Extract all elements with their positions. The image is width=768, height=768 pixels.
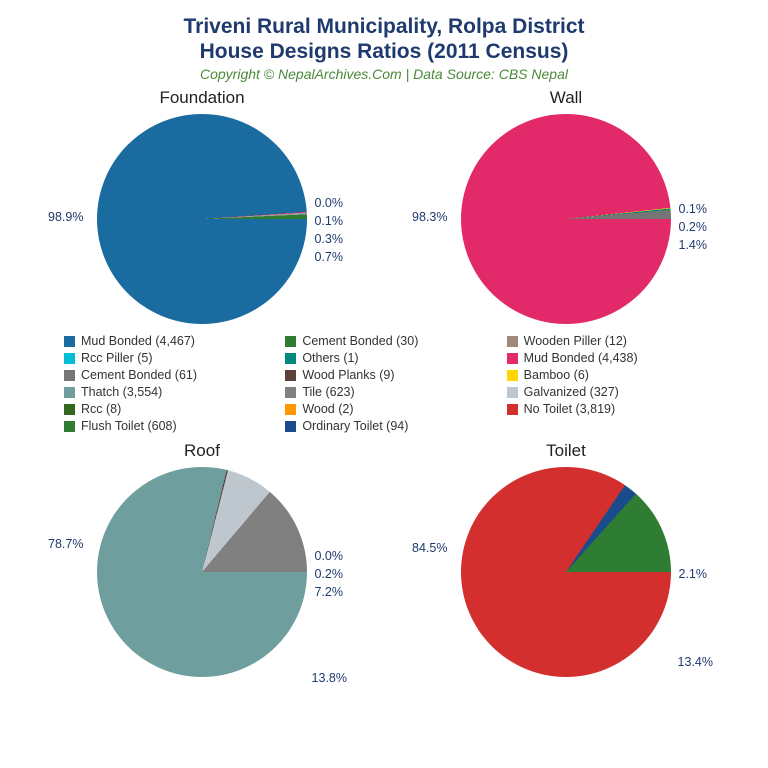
legend-text: Cement Bonded (30): [302, 334, 418, 348]
legend-column: Wooden Piller (12) Mud Bonded (4,438) Bamb…: [507, 334, 704, 433]
foundation-label-0: 98.9%: [48, 210, 83, 224]
legend-item: Bamboo (6): [507, 368, 704, 382]
toilet-pie: [461, 467, 671, 677]
legend-text: Thatch (3,554): [81, 385, 162, 399]
roof-pie-wrap: 78.7% 0.0% 0.2% 7.2% 13.8%: [97, 467, 307, 677]
legend-item: Wood Planks (9): [285, 368, 482, 382]
legend-text: Rcc Piller (5): [81, 351, 153, 365]
wall-label-2: 0.2%: [679, 220, 708, 234]
wall-label-0: 98.3%: [412, 210, 447, 224]
toilet-panel: Toilet 84.5% 2.1% 13.4%: [396, 441, 736, 677]
roof-panel: Roof 78.7% 0.0% 0.2% 7.2% 13.8%: [32, 441, 372, 677]
legend-item: Cement Bonded (30): [285, 334, 482, 348]
roof-label-1: 0.0%: [315, 549, 344, 563]
legend-swatch: [64, 404, 75, 415]
subtitle: Copyright © NepalArchives.Com | Data Sou…: [20, 66, 748, 82]
legend-item: Ordinary Toilet (94): [285, 419, 482, 433]
title-line-1: Triveni Rural Municipality, Rolpa Distri…: [183, 15, 584, 38]
foundation-pie-wrap: 98.9% 0.0% 0.1% 0.3% 0.7%: [97, 114, 307, 324]
legend-text: Wooden Piller (12): [524, 334, 627, 348]
toilet-label-2: 13.4%: [678, 655, 713, 669]
roof-pie: [97, 467, 307, 677]
legend-item: Thatch (3,554): [64, 385, 261, 399]
legend-swatch: [285, 404, 296, 415]
roof-title: Roof: [32, 441, 372, 461]
legend-text: Galvanized (327): [524, 385, 619, 399]
legend-swatch: [64, 353, 75, 364]
roof-label-3: 7.2%: [315, 585, 344, 599]
legend-item: Wood (2): [285, 402, 482, 416]
foundation-panel: Foundation 98.9% 0.0% 0.1% 0.3% 0.7%: [32, 88, 372, 324]
bottom-row: Roof 78.7% 0.0% 0.2% 7.2% 13.8% Toilet 8…: [20, 441, 748, 677]
legend-item: Cement Bonded (61): [64, 368, 261, 382]
legend-swatch: [507, 336, 518, 347]
legend-text: Ordinary Toilet (94): [302, 419, 408, 433]
legend-swatch: [507, 387, 518, 398]
legend-text: Others (1): [302, 351, 358, 365]
legend-text: Mud Bonded (4,438): [524, 351, 638, 365]
legend-text: Mud Bonded (4,467): [81, 334, 195, 348]
legend-item: Rcc (8): [64, 402, 261, 416]
legend-text: Wood Planks (9): [302, 368, 394, 382]
legend-swatch: [507, 404, 518, 415]
main-title: Triveni Rural Municipality, Rolpa Distri…: [20, 14, 748, 64]
legend-item: Mud Bonded (4,467): [64, 334, 261, 348]
top-row: Foundation 98.9% 0.0% 0.1% 0.3% 0.7% Wal…: [20, 88, 748, 324]
wall-title: Wall: [396, 88, 736, 108]
legend-item: Mud Bonded (4,438): [507, 351, 704, 365]
foundation-label-1: 0.0%: [315, 196, 344, 210]
foundation-title: Foundation: [32, 88, 372, 108]
wall-pie-wrap: 98.3% 0.1% 0.2% 1.4%: [461, 114, 671, 324]
legend-text: Cement Bonded (61): [81, 368, 197, 382]
foundation-pie: [97, 114, 307, 324]
roof-label-2: 0.2%: [315, 567, 344, 581]
toilet-title: Toilet: [396, 441, 736, 461]
wall-label-3: 1.4%: [679, 238, 708, 252]
legend-text: No Toilet (3,819): [524, 402, 616, 416]
legend-swatch: [64, 336, 75, 347]
legend-swatch: [507, 370, 518, 381]
legend-column: Mud Bonded (4,467) Rcc Piller (5) Cement B…: [64, 334, 261, 433]
legend-swatch: [64, 370, 75, 381]
legend-swatch: [285, 353, 296, 364]
legend-item: Rcc Piller (5): [64, 351, 261, 365]
legend-swatch: [507, 353, 518, 364]
roof-label-0: 78.7%: [48, 537, 83, 551]
legend-swatch: [285, 336, 296, 347]
foundation-label-2: 0.1%: [315, 214, 344, 228]
roof-label-4: 13.8%: [312, 671, 347, 685]
legend-item: Others (1): [285, 351, 482, 365]
wall-panel: Wall 98.3% 0.1% 0.2% 1.4%: [396, 88, 736, 324]
wall-pie: [461, 114, 671, 324]
foundation-label-4: 0.7%: [315, 250, 344, 264]
toilet-label-0: 84.5%: [412, 541, 447, 555]
legend-item: Tile (623): [285, 385, 482, 399]
toilet-pie-wrap: 84.5% 2.1% 13.4%: [461, 467, 671, 677]
legend-text: Bamboo (6): [524, 368, 589, 382]
legend-swatch: [285, 370, 296, 381]
legend-swatch: [285, 387, 296, 398]
legend-item: Wooden Piller (12): [507, 334, 704, 348]
legend-swatch: [64, 421, 75, 432]
legend-item: No Toilet (3,819): [507, 402, 704, 416]
legend-text: Wood (2): [302, 402, 353, 416]
legend-text: Flush Toilet (608): [81, 419, 177, 433]
title-line-2: House Designs Ratios (2011 Census): [200, 40, 569, 63]
wall-label-1: 0.1%: [679, 202, 708, 216]
legend-text: Tile (623): [302, 385, 354, 399]
legend-item: Galvanized (327): [507, 385, 704, 399]
foundation-label-3: 0.3%: [315, 232, 344, 246]
legend-item: Flush Toilet (608): [64, 419, 261, 433]
legend: Mud Bonded (4,467) Rcc Piller (5) Cement B…: [64, 334, 704, 433]
toilet-label-1: 2.1%: [679, 567, 708, 581]
legend-swatch: [285, 421, 296, 432]
legend-swatch: [64, 387, 75, 398]
legend-column: Cement Bonded (30) Others (1) Wood Planks …: [285, 334, 482, 433]
legend-text: Rcc (8): [81, 402, 121, 416]
chart-container: Triveni Rural Municipality, Rolpa Distri…: [0, 0, 768, 768]
